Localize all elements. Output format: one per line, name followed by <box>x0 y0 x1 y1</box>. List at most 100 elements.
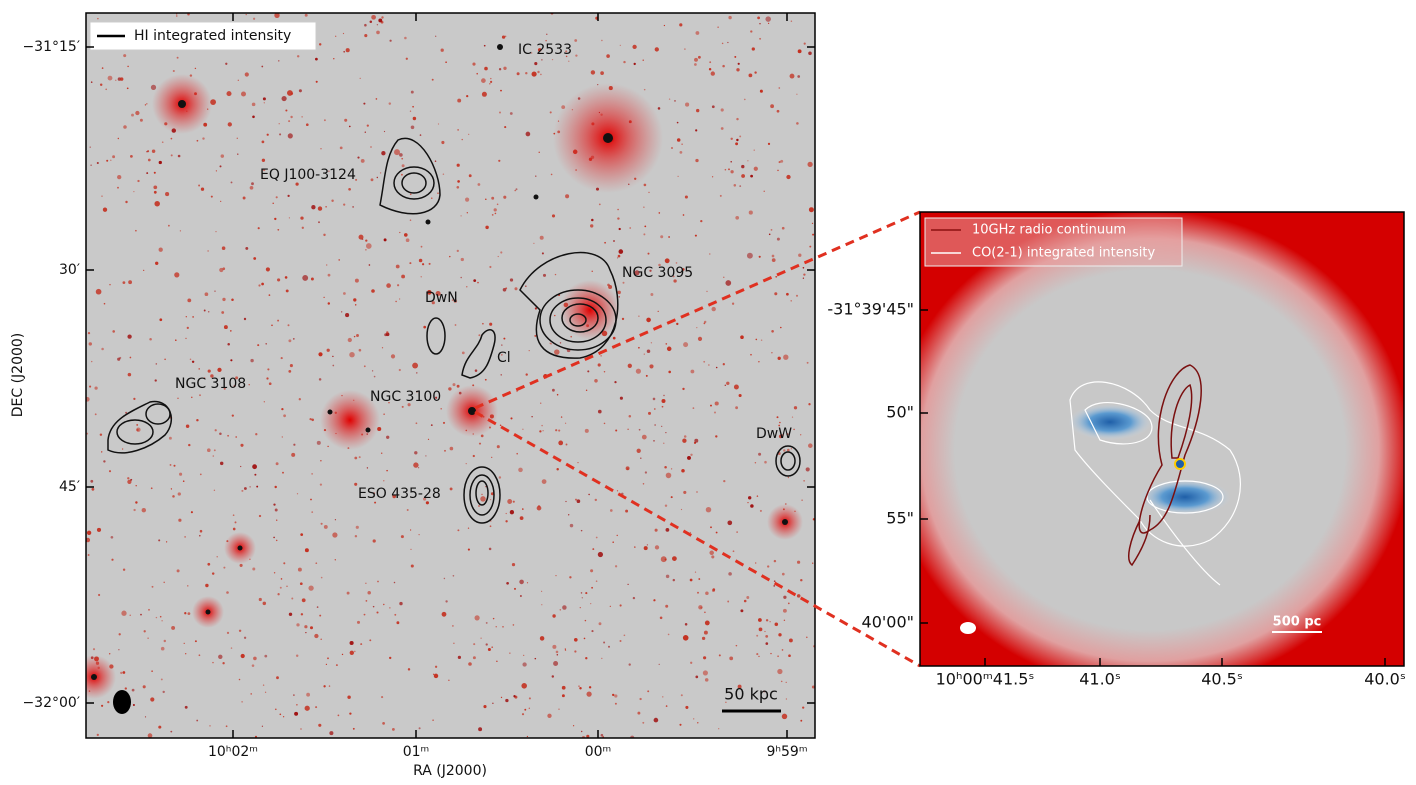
background-source <box>733 384 739 390</box>
background-source <box>315 562 318 565</box>
background-source <box>410 548 412 551</box>
background-source <box>107 701 110 704</box>
background-source <box>354 304 357 306</box>
background-source <box>101 67 104 69</box>
background-source <box>505 520 508 523</box>
background-source <box>90 164 92 166</box>
y-tick-label: 45′ <box>59 479 80 495</box>
background-source <box>94 413 97 416</box>
background-source <box>326 264 328 266</box>
background-source <box>440 48 444 52</box>
background-source <box>696 108 700 113</box>
background-source <box>129 614 131 616</box>
background-source <box>515 188 518 191</box>
background-source <box>151 149 156 154</box>
background-source <box>714 401 719 406</box>
background-source <box>663 394 665 397</box>
background-source <box>125 411 128 414</box>
background-source <box>230 181 233 184</box>
background-source <box>419 134 422 136</box>
background-source <box>91 360 93 363</box>
background-source <box>466 212 468 214</box>
background-source <box>783 619 786 621</box>
background-source <box>207 562 211 566</box>
background-source <box>304 625 308 629</box>
background-source <box>261 725 264 727</box>
background-source <box>644 471 648 474</box>
background-source <box>283 414 286 418</box>
background-source <box>192 316 194 318</box>
background-source <box>512 500 515 503</box>
background-source <box>252 17 256 20</box>
source-label: NGC 3108 <box>175 376 246 392</box>
background-source <box>222 297 226 302</box>
background-source <box>251 664 255 667</box>
background-source <box>117 357 121 361</box>
background-source <box>163 581 165 584</box>
background-source <box>767 565 770 568</box>
background-source <box>162 690 165 694</box>
background-source <box>603 422 606 425</box>
legend-box <box>924 217 1183 267</box>
background-source <box>353 650 356 653</box>
background-source <box>290 92 294 95</box>
background-source <box>694 234 697 237</box>
background-source <box>598 203 601 206</box>
background-source <box>274 708 277 711</box>
background-source <box>626 468 629 470</box>
background-source <box>189 358 192 361</box>
background-source <box>706 290 708 293</box>
background-source <box>661 399 666 403</box>
background-source <box>225 62 228 65</box>
background-source <box>153 190 157 194</box>
background-source <box>617 217 620 220</box>
background-source <box>778 161 781 164</box>
background-source <box>541 604 543 606</box>
background-source <box>565 194 570 199</box>
background-source <box>91 487 95 491</box>
background-source <box>552 388 555 392</box>
right-image <box>920 212 1404 666</box>
background-source <box>735 406 738 410</box>
background-source <box>288 339 292 343</box>
background-source <box>325 663 328 666</box>
background-source <box>437 123 440 125</box>
background-source <box>682 387 685 391</box>
background-source <box>309 417 312 421</box>
background-source <box>614 380 617 384</box>
background-source <box>261 65 264 68</box>
background-source <box>185 316 187 318</box>
background-source <box>95 288 102 295</box>
background-source <box>665 705 668 707</box>
background-source <box>556 393 559 396</box>
background-source <box>144 104 147 106</box>
background-source <box>572 725 575 727</box>
background-source <box>453 299 458 303</box>
background-source <box>771 258 776 262</box>
y-tick-label: 55" <box>886 509 914 528</box>
background-source <box>711 555 715 559</box>
background-source <box>299 582 303 586</box>
background-source <box>238 678 241 681</box>
background-source <box>720 127 724 130</box>
background-source <box>128 280 133 285</box>
background-source <box>614 565 618 568</box>
background-source <box>102 207 108 212</box>
background-source <box>274 217 277 221</box>
background-source <box>442 173 445 175</box>
background-source <box>670 468 673 470</box>
background-source <box>392 494 397 499</box>
background-source <box>367 591 371 595</box>
background-source <box>449 255 451 258</box>
background-source <box>356 620 361 624</box>
background-source <box>237 153 239 155</box>
background-source <box>357 156 360 159</box>
background-source <box>309 626 314 630</box>
background-source <box>715 531 718 534</box>
background-source <box>355 178 358 181</box>
background-source <box>505 698 509 703</box>
background-source <box>405 238 410 243</box>
source-label: ESO 435-28 <box>358 486 441 502</box>
background-source <box>667 633 670 636</box>
background-source <box>456 249 459 253</box>
